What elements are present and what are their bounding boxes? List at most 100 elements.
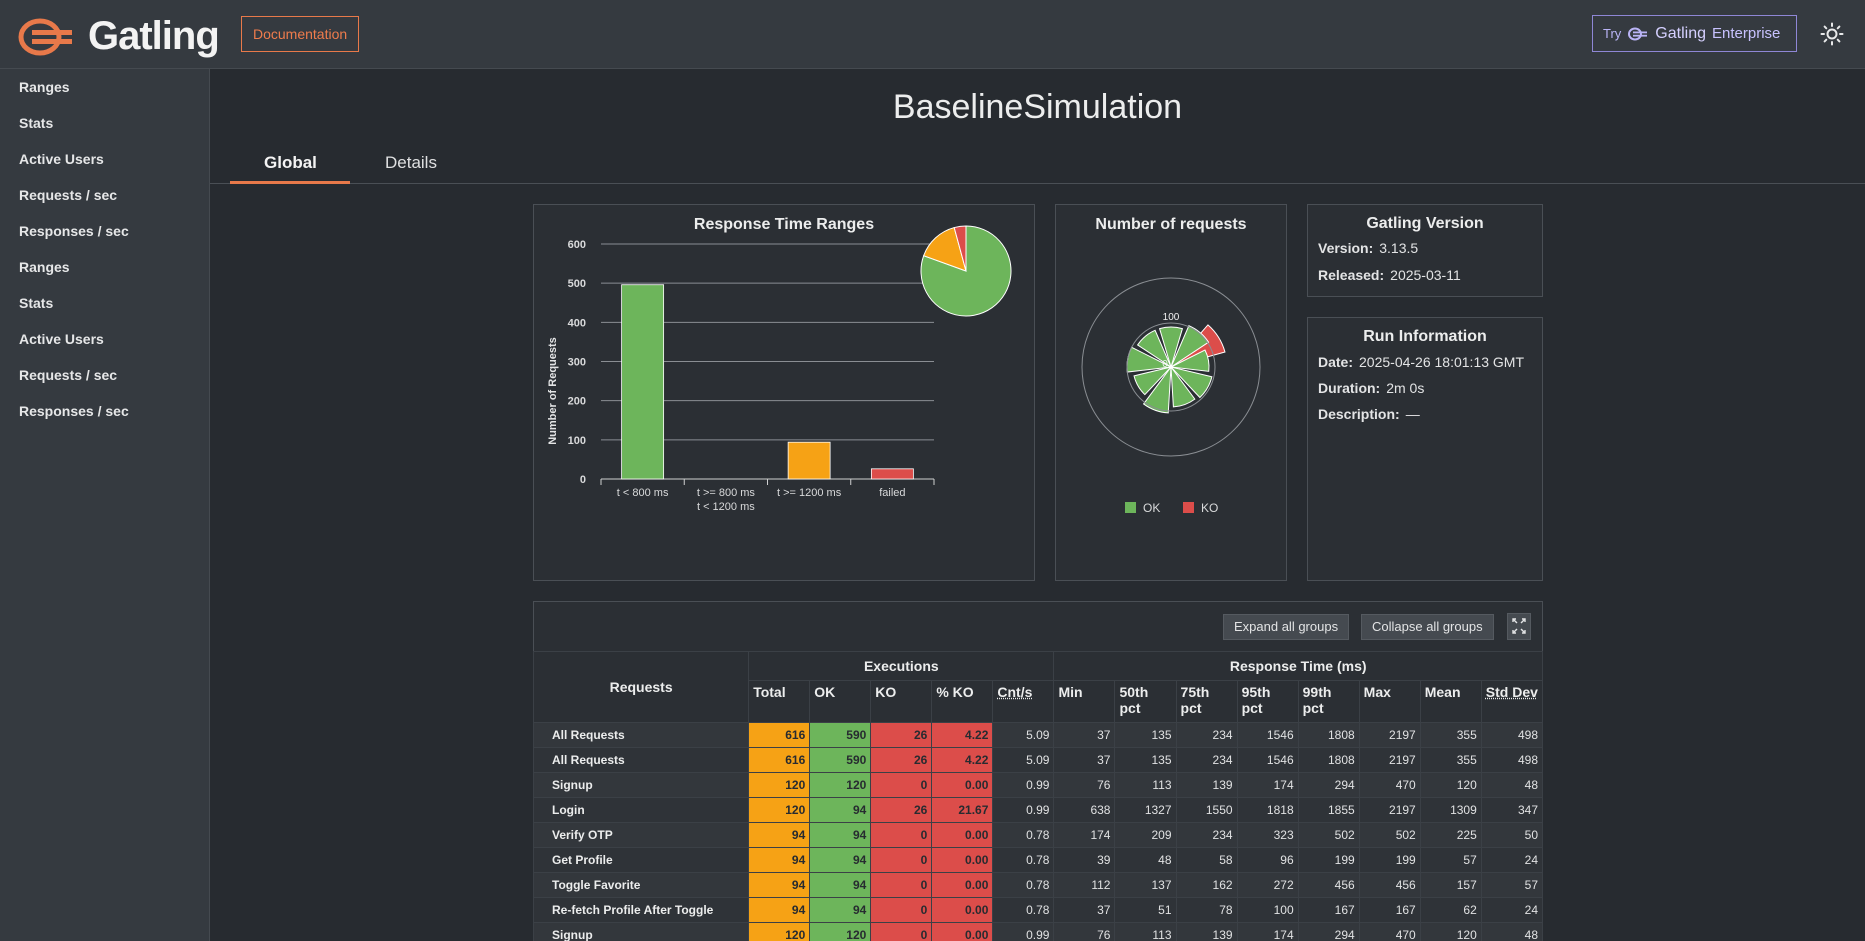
col-total[interactable]: Total: [748, 680, 811, 723]
p75-cell: 78: [1175, 897, 1238, 923]
bar[interactable]: [870, 468, 914, 480]
x-tick-label: t < 800 ms: [617, 487, 669, 499]
gatling-logo[interactable]: Gatling: [18, 14, 220, 59]
table-row[interactable]: Signup 120 120 0 0.00 0.99 76 113 139 174 294 470 12…: [532, 922, 1544, 941]
legend-ko-label[interactable]: KO: [1201, 501, 1218, 515]
col-50th[interactable]: 50th pct: [1114, 680, 1177, 723]
table-row[interactable]: Verify OTP 94 94 0 0.00 0.78 174 209 234 323 502 50…: [532, 822, 1544, 848]
table-row[interactable]: All Requests 616 590 26 4.22 5.09 37 135 234 1546…: [532, 722, 1544, 748]
col-max[interactable]: Max: [1358, 680, 1421, 723]
mean-cell: 1309: [1419, 797, 1482, 823]
tab-details[interactable]: Details: [385, 153, 437, 172]
std-cell: 48: [1480, 922, 1544, 941]
min-cell: 37: [1053, 897, 1116, 923]
x-tick-label: failed: [879, 487, 905, 499]
min-cell: 76: [1053, 922, 1116, 941]
polar-ok-slice[interactable]: [1169, 325, 1210, 369]
polar-ok-slice[interactable]: [1136, 329, 1173, 369]
table-row[interactable]: Re-fetch Profile After Toggle 94 94 0 0.00 0.…: [532, 897, 1544, 923]
col-ok[interactable]: OK: [809, 680, 872, 723]
released-label: Released:: [1318, 267, 1385, 283]
cnt-cell: 0.78: [992, 897, 1055, 923]
sidebar-item-stats[interactable]: Stats: [19, 295, 54, 311]
request-name[interactable]: Login: [532, 797, 750, 823]
polar-ok-slice[interactable]: [1158, 326, 1184, 369]
request-name[interactable]: All Requests: [532, 747, 750, 773]
sidebar-item-ranges[interactable]: Ranges: [19, 79, 70, 95]
ok-cell: 94: [809, 847, 872, 873]
x-tick-label: t >= 800 ms: [697, 487, 756, 499]
pie-slice[interactable]: [920, 225, 1012, 317]
col-pct-ko[interactable]: % KO: [931, 680, 994, 723]
ok-cell: 94: [809, 797, 872, 823]
cnt-cell: 0.78: [992, 872, 1055, 898]
sidebar-item-responses-sec[interactable]: Responses / sec: [19, 403, 129, 419]
polar-ok-slice[interactable]: [1133, 366, 1173, 396]
col-75th[interactable]: 75th pct: [1175, 680, 1238, 723]
active-tab-indicator: [230, 181, 350, 184]
p99-cell: 456: [1297, 872, 1360, 898]
max-cell: 470: [1358, 772, 1421, 798]
total-cell: 94: [748, 872, 811, 898]
sidebar-item-requests-sec[interactable]: Requests / sec: [19, 367, 118, 383]
request-name[interactable]: Verify OTP: [532, 822, 750, 848]
released-value: 2025-03-11: [1390, 267, 1461, 283]
table-row[interactable]: All Requests 616 590 26 4.22 5.09 37 135 234 1546…: [532, 747, 1544, 773]
table-row[interactable]: Toggle Favorite 94 94 0 0.00 0.78 112 137 162 272…: [532, 872, 1544, 898]
bar[interactable]: [621, 284, 665, 480]
legend-ok-label[interactable]: OK: [1143, 501, 1160, 515]
table-row[interactable]: Get Profile 94 94 0 0.00 0.78 39 48 58 96 199 199 57…: [532, 847, 1544, 873]
p75-cell: 58: [1175, 847, 1238, 873]
request-name[interactable]: Signup: [532, 922, 750, 941]
col-ko[interactable]: KO: [870, 680, 933, 723]
polar-ok-slice[interactable]: [1169, 349, 1210, 372]
request-name[interactable]: Toggle Favorite: [532, 872, 750, 898]
pie-slice[interactable]: [953, 225, 967, 272]
radial-tick: 100: [1163, 312, 1180, 323]
polar-ok-slice[interactable]: [1170, 365, 1196, 408]
col-99th[interactable]: 99th pct: [1297, 680, 1360, 723]
try-enterprise-button[interactable]: Try Gatling Enterprise: [1592, 15, 1797, 52]
request-name[interactable]: Signup: [532, 772, 750, 798]
legend-ok-swatch: [1125, 502, 1136, 513]
tab-global[interactable]: Global: [264, 153, 317, 172]
top-bar: Gatling Documentation Try Gatling Enterp…: [0, 0, 1865, 69]
col-std-dev[interactable]: Std Dev: [1480, 680, 1544, 723]
sidebar-item-responses-sec[interactable]: Responses / sec: [19, 223, 129, 239]
collapse-all-groups-button[interactable]: Collapse all groups: [1361, 614, 1494, 640]
total-cell: 94: [748, 822, 811, 848]
requests-header: Requests: [532, 651, 750, 723]
chart-title: Number of requests: [1095, 216, 1246, 233]
p95-cell: 323: [1236, 822, 1299, 848]
table-row[interactable]: Signup 120 120 0 0.00 0.99 76 113 139 174 294 470 12…: [532, 772, 1544, 798]
ok-cell: 94: [809, 822, 872, 848]
ok-cell: 590: [809, 747, 872, 773]
documentation-button[interactable]: Documentation: [241, 16, 360, 52]
sidebar-item-ranges[interactable]: Ranges: [19, 259, 70, 275]
gatling-logo-icon: [18, 18, 72, 55]
std-cell: 48: [1480, 772, 1544, 798]
p50-cell: 48: [1114, 847, 1177, 873]
gatling-version-panel: Gatling Version Version: 3.13.5 Released:…: [1307, 204, 1543, 297]
polar-ok-slice[interactable]: [1142, 365, 1172, 414]
max-cell: 470: [1358, 922, 1421, 941]
table-row[interactable]: Login 120 94 26 21.67 0.99 638 1327 1550 1818 1855…: [532, 797, 1544, 823]
expand-all-groups-button[interactable]: Expand all groups: [1223, 614, 1350, 640]
fullscreen-button[interactable]: [1507, 613, 1531, 640]
col-cnt-s[interactable]: Cnt/s: [992, 680, 1055, 723]
sidebar-item-stats[interactable]: Stats: [19, 115, 54, 131]
sidebar-item-active-users[interactable]: Active Users: [19, 331, 104, 347]
sidebar-item-active-users[interactable]: Active Users: [19, 151, 104, 167]
request-name[interactable]: All Requests: [532, 722, 750, 748]
col-min[interactable]: Min: [1053, 680, 1116, 723]
request-name[interactable]: Get Profile: [532, 847, 750, 873]
col-mean[interactable]: Mean: [1419, 680, 1482, 723]
bar[interactable]: [787, 441, 831, 480]
col-95th[interactable]: 95th pct: [1236, 680, 1299, 723]
sun-icon[interactable]: [1820, 22, 1844, 46]
max-cell: 2197: [1358, 797, 1421, 823]
request-name[interactable]: Re-fetch Profile After Toggle: [532, 897, 750, 923]
polar-ok-slice[interactable]: [1169, 366, 1213, 399]
p95-cell: 272: [1236, 872, 1299, 898]
sidebar-item-requests-sec[interactable]: Requests / sec: [19, 187, 118, 203]
